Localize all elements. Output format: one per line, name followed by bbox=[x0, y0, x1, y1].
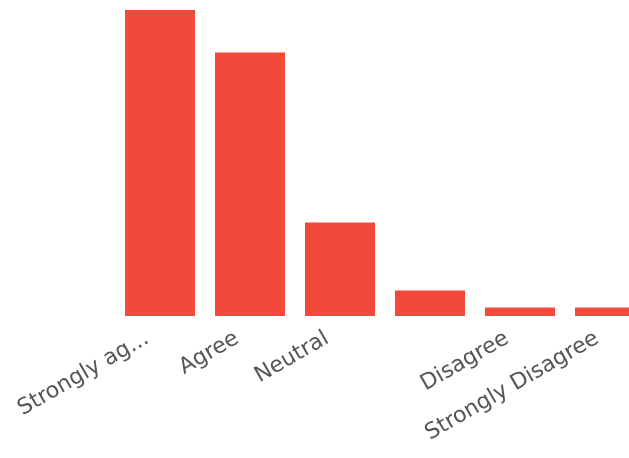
x-tick-label-1: Agree bbox=[175, 326, 243, 380]
bar-3[interactable] bbox=[395, 290, 465, 317]
x-tick-label-0: Strongly ag... bbox=[13, 326, 153, 421]
x-tick-label-5: Strongly Disagree bbox=[421, 326, 603, 446]
x-tick-labels: Strongly ag... Agree Neutral DisagreeStrong… bbox=[13, 326, 603, 446]
bars bbox=[125, 10, 629, 316]
bar-0[interactable] bbox=[125, 10, 195, 316]
bar-5[interactable] bbox=[575, 307, 629, 317]
bar-2[interactable] bbox=[305, 222, 375, 317]
bar-4[interactable] bbox=[485, 307, 555, 317]
bar-1[interactable] bbox=[215, 52, 285, 317]
x-tick-label-2: Neutral bbox=[250, 326, 333, 388]
